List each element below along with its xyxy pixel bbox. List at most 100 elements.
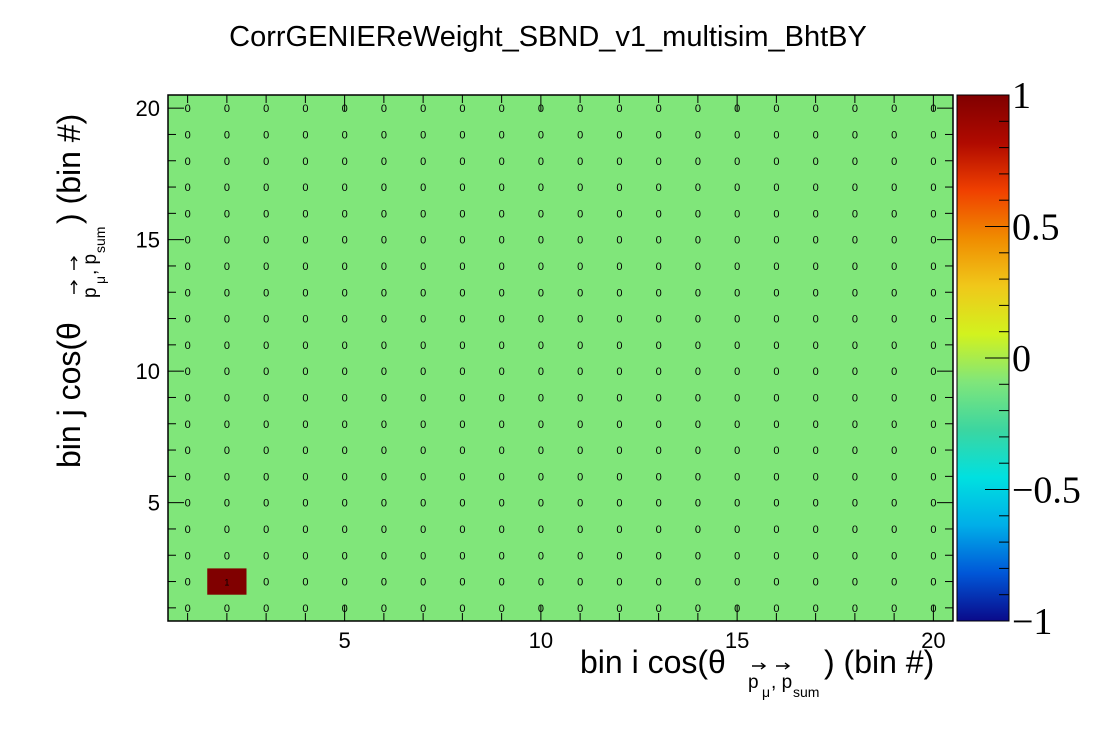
cell-label-i13-j9: 0 xyxy=(656,392,662,404)
cell-label-i20-j11: 0 xyxy=(930,340,936,352)
cell-label-i9-j20: 0 xyxy=(499,103,505,115)
cell-label-i19-j13: 0 xyxy=(891,287,897,299)
cell-label-i12-j15: 0 xyxy=(616,235,622,247)
cell-label-i10-j5: 0 xyxy=(538,498,544,510)
heatmap-background xyxy=(168,95,953,621)
cell-label-i8-j14: 0 xyxy=(459,261,465,273)
cell-label-i3-j8: 0 xyxy=(263,419,269,431)
cell-label-i14-j7: 0 xyxy=(695,445,701,457)
cell-label-i8-j1: 0 xyxy=(459,603,465,615)
cell-label-i14-j14: 0 xyxy=(695,261,701,273)
cell-label-i20-j7: 0 xyxy=(930,445,936,457)
cell-label-i9-j17: 0 xyxy=(499,182,505,194)
cell-label-i18-j2: 0 xyxy=(852,577,858,589)
cell-label-i14-j10: 0 xyxy=(695,366,701,378)
cell-label-i14-j13: 0 xyxy=(695,287,701,299)
cell-label-i5-j8: 0 xyxy=(342,419,348,431)
cell-label-i2-j16: 0 xyxy=(224,208,230,220)
cell-label-i16-j17: 0 xyxy=(773,182,779,194)
cell-label-i17-j20: 0 xyxy=(813,103,819,115)
cell-label-i10-j13: 0 xyxy=(538,287,544,299)
cell-label-i19-j16: 0 xyxy=(891,208,897,220)
cell-label-i17-j7: 0 xyxy=(813,445,819,457)
cell-label-i12-j14: 0 xyxy=(616,261,622,273)
x-axis-label-sub-mu: μ xyxy=(762,684,770,700)
svg-text:p: p xyxy=(80,287,101,298)
cell-label-i7-j12: 0 xyxy=(420,314,426,326)
cell-label-i8-j12: 0 xyxy=(459,314,465,326)
cell-label-i15-j18: 0 xyxy=(734,156,740,168)
cell-label-i14-j9: 0 xyxy=(695,392,701,404)
cell-label-i18-j19: 0 xyxy=(852,129,858,141)
x-axis-label-prefix: bin i cos(θ xyxy=(580,644,726,680)
cell-label-i2-j4: 0 xyxy=(224,524,230,536)
y-axis-label-sub-sum: sum xyxy=(92,227,108,253)
cell-label-i13-j19: 0 xyxy=(656,129,662,141)
cell-label-i14-j8: 0 xyxy=(695,419,701,431)
cell-label-i9-j19: 0 xyxy=(499,129,505,141)
cell-label-i20-j17: 0 xyxy=(930,182,936,194)
cell-label-i7-j16: 0 xyxy=(420,208,426,220)
cell-label-i18-j13: 0 xyxy=(852,287,858,299)
cell-label-i8-j7: 0 xyxy=(459,445,465,457)
cell-label-i15-j19: 0 xyxy=(734,129,740,141)
svg-text:sum: sum xyxy=(793,684,819,700)
cell-label-i5-j12: 0 xyxy=(342,314,348,326)
cell-label-i3-j17: 0 xyxy=(263,182,269,194)
cell-label-i13-j16: 0 xyxy=(656,208,662,220)
cell-label-i9-j5: 0 xyxy=(499,498,505,510)
cell-label-i12-j8: 0 xyxy=(616,419,622,431)
cell-label-i11-j12: 0 xyxy=(577,314,583,326)
cell-label-i10-j16: 0 xyxy=(538,208,544,220)
cell-label-i4-j19: 0 xyxy=(302,129,308,141)
cell-label-i6-j5: 0 xyxy=(381,498,387,510)
cell-label-i1-j11: 0 xyxy=(185,340,191,352)
cell-label-i17-j19: 0 xyxy=(813,129,819,141)
y-axis-label-prefix: bin j cos(θ xyxy=(51,322,87,468)
cell-label-i12-j12: 0 xyxy=(616,314,622,326)
cell-label-i20-j13: 0 xyxy=(930,287,936,299)
cell-label-i3-j15: 0 xyxy=(263,235,269,247)
cell-label-i11-j9: 0 xyxy=(577,392,583,404)
cell-label-i2-j18: 0 xyxy=(224,156,230,168)
cell-label-i2-j12: 0 xyxy=(224,314,230,326)
cell-label-i5-j7: 0 xyxy=(342,445,348,457)
cell-label-i16-j11: 0 xyxy=(773,340,779,352)
cell-label-i6-j10: 0 xyxy=(381,366,387,378)
cell-label-i15-j10: 0 xyxy=(734,366,740,378)
cell-label-i5-j18: 0 xyxy=(342,156,348,168)
cell-label-i18-j14: 0 xyxy=(852,261,858,273)
cell-label-i1-j17: 0 xyxy=(185,182,191,194)
cell-label-i18-j10: 0 xyxy=(852,366,858,378)
cell-label-i12-j6: 0 xyxy=(616,471,622,483)
y-axis-label-suffix: ) (bin #) xyxy=(51,114,87,224)
cell-label-i14-j4: 0 xyxy=(695,524,701,536)
cell-label-i4-j14: 0 xyxy=(302,261,308,273)
cell-label-i13-j7: 0 xyxy=(656,445,662,457)
cell-label-i8-j20: 0 xyxy=(459,103,465,115)
cell-label-i7-j3: 0 xyxy=(420,550,426,562)
cell-label-i16-j6: 0 xyxy=(773,471,779,483)
cell-label-i16-j2: 0 xyxy=(773,577,779,589)
cell-label-i13-j18: 0 xyxy=(656,156,662,168)
cell-label-i5-j3: 0 xyxy=(342,550,348,562)
cell-label-i2-j3: 0 xyxy=(224,550,230,562)
cell-label-i13-j5: 0 xyxy=(656,498,662,510)
svg-text:μ: μ xyxy=(92,276,108,284)
cell-label-i3-j9: 0 xyxy=(263,392,269,404)
cell-label-i1-j4: 0 xyxy=(185,524,191,536)
cell-label-i19-j6: 0 xyxy=(891,471,897,483)
cell-label-i10-j17: 0 xyxy=(538,182,544,194)
cell-label-i8-j15: 0 xyxy=(459,235,465,247)
cell-label-i18-j7: 0 xyxy=(852,445,858,457)
cell-label-i2-j15: 0 xyxy=(224,235,230,247)
cell-label-i20-j16: 0 xyxy=(930,208,936,220)
cell-label-i19-j7: 0 xyxy=(891,445,897,457)
cell-label-i3-j11: 0 xyxy=(263,340,269,352)
cell-label-i20-j10: 0 xyxy=(930,366,936,378)
cell-label-i19-j9: 0 xyxy=(891,392,897,404)
cell-label-i8-j4: 0 xyxy=(459,524,465,536)
cell-label-i7-j13: 0 xyxy=(420,287,426,299)
